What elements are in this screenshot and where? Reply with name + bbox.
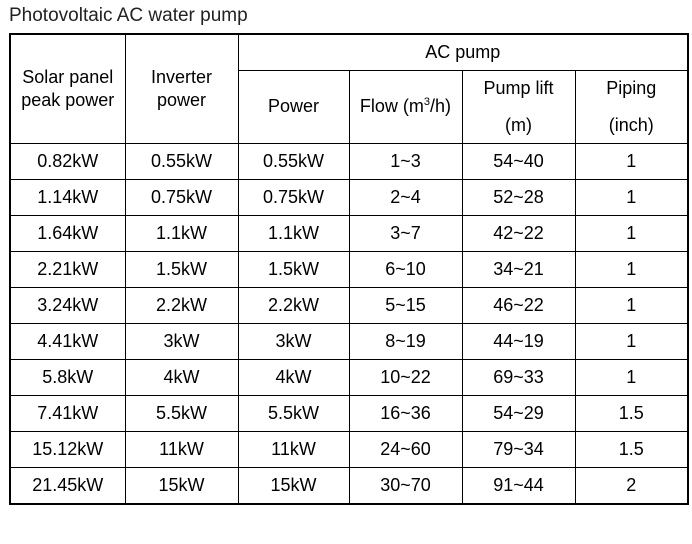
cell-pump-power: 1.5kW (237, 250, 350, 288)
header-pump-lift: Pump lift (m) (461, 69, 576, 144)
cell-inverter-power: 1.5kW (124, 250, 239, 288)
table-row: 15.12kW 11kW 11kW 24~60 79~34 1.5 (9, 430, 689, 468)
cell-pump-power: 0.55kW (237, 142, 350, 180)
cell-flow: 2~4 (348, 178, 463, 216)
header-solar-line2: peak power (21, 89, 115, 110)
header-flow-suffix: /h) (430, 96, 452, 117)
cell-solar-peak-power: 21.45kW (9, 466, 126, 504)
table-row: 2.21kW 1.5kW 1.5kW 6~10 34~21 1 (9, 250, 689, 288)
cell-flow: 10~22 (348, 358, 463, 396)
cell-flow: 8~19 (348, 322, 463, 360)
cell-solar-peak-power: 1.64kW (9, 214, 126, 252)
header-piping-line2: (inch) (608, 114, 654, 135)
table-row: 1.64kW 1.1kW 1.1kW 3~7 42~22 1 (9, 214, 689, 252)
cell-pump-lift: 34~21 (461, 250, 576, 288)
cell-inverter-power: 5.5kW (124, 394, 239, 432)
table-row: 5.8kW 4kW 4kW 10~22 69~33 1 (9, 358, 689, 396)
header-inverter-line1: Inverter (150, 67, 213, 88)
cell-pump-power: 11kW (237, 430, 350, 468)
cell-pump-lift: 91~44 (461, 466, 576, 504)
cell-inverter-power: 11kW (124, 430, 239, 468)
header-flow: Flow (m3/h) (348, 69, 463, 144)
cell-pump-lift: 46~22 (461, 286, 576, 324)
header-lift-line2: (m) (505, 114, 532, 135)
cell-solar-peak-power: 5.8kW (9, 358, 126, 396)
cell-solar-peak-power: 15.12kW (9, 430, 126, 468)
cell-pump-power: 3kW (237, 322, 350, 360)
header-piping-line1: Piping (606, 78, 657, 98)
pump-spec-table: Solar panel peak power Inverter power AC… (9, 33, 689, 505)
cell-pump-lift: 79~34 (461, 430, 576, 468)
header-solar-panel-peak-power: Solar panel peak power (9, 33, 126, 144)
table-row: 3.24kW 2.2kW 2.2kW 5~15 46~22 1 (9, 286, 689, 324)
cell-pump-power: 0.75kW (237, 178, 350, 216)
cell-solar-peak-power: 1.14kW (9, 178, 126, 216)
cell-pump-lift: 52~28 (461, 178, 576, 216)
cell-flow: 6~10 (348, 250, 463, 288)
cell-piping: 1 (574, 142, 689, 180)
cell-inverter-power: 15kW (124, 466, 239, 504)
cell-piping: 2 (574, 466, 689, 504)
cell-piping: 1 (574, 286, 689, 324)
cell-pump-power: 4kW (237, 358, 350, 396)
cell-solar-peak-power: 0.82kW (9, 142, 126, 180)
cell-piping: 1.5 (574, 430, 689, 468)
cell-solar-peak-power: 7.41kW (9, 394, 126, 432)
cell-pump-lift: 44~19 (461, 322, 576, 360)
cell-pump-power: 2.2kW (237, 286, 350, 324)
cell-flow: 5~15 (348, 286, 463, 324)
cell-pump-power: 1.1kW (237, 214, 350, 252)
cell-piping: 1 (574, 178, 689, 216)
cell-piping: 1.5 (574, 394, 689, 432)
cell-pump-lift: 42~22 (461, 214, 576, 252)
cell-inverter-power: 1.1kW (124, 214, 239, 252)
table-row: 21.45kW 15kW 15kW 30~70 91~44 2 (9, 466, 689, 504)
cell-piping: 1 (574, 250, 689, 288)
cell-inverter-power: 0.75kW (124, 178, 239, 216)
cell-solar-peak-power: 3.24kW (9, 286, 126, 324)
cell-flow: 30~70 (348, 466, 463, 504)
header-piping: Piping (inch) (574, 69, 689, 144)
cell-inverter-power: 2.2kW (124, 286, 239, 324)
header-solar-line1: Solar panel (22, 67, 114, 88)
cell-piping: 1 (574, 358, 689, 396)
cell-piping: 1 (574, 322, 689, 360)
cell-inverter-power: 3kW (124, 322, 239, 360)
header-inverter-power: Inverter power (124, 33, 239, 144)
cell-inverter-power: 0.55kW (124, 142, 239, 180)
cell-flow: 16~36 (348, 394, 463, 432)
cell-pump-power: 5.5kW (237, 394, 350, 432)
header-power: Power (237, 69, 350, 144)
table-body: 0.82kW 0.55kW 0.55kW 1~3 54~40 1 1.14kW 0.75kW 0… (9, 142, 689, 504)
cell-pump-lift: 54~40 (461, 142, 576, 180)
cell-solar-peak-power: 2.21kW (9, 250, 126, 288)
cell-pump-lift: 69~33 (461, 358, 576, 396)
cell-inverter-power: 4kW (124, 358, 239, 396)
table-header: Solar panel peak power Inverter power AC… (9, 33, 689, 144)
header-ac-pump: AC pump (237, 33, 689, 71)
header-lift-line1: Pump lift (483, 78, 554, 98)
header-flow-superscript: 3 (423, 96, 431, 109)
cell-flow: 3~7 (348, 214, 463, 252)
cell-pump-lift: 54~29 (461, 394, 576, 432)
header-inverter-line2: power (156, 89, 207, 110)
header-flow-prefix: Flow (m (359, 96, 424, 117)
table-row: 4.41kW 3kW 3kW 8~19 44~19 1 (9, 322, 689, 360)
cell-flow: 24~60 (348, 430, 463, 468)
cell-piping: 1 (574, 214, 689, 252)
table-row: 1.14kW 0.75kW 0.75kW 2~4 52~28 1 (9, 178, 689, 216)
cell-solar-peak-power: 4.41kW (9, 322, 126, 360)
cell-pump-power: 15kW (237, 466, 350, 504)
document-title: Photovoltaic AC water pump (9, 5, 248, 26)
cell-flow: 1~3 (348, 142, 463, 180)
table-row: 7.41kW 5.5kW 5.5kW 16~36 54~29 1.5 (9, 394, 689, 432)
table-row: 0.82kW 0.55kW 0.55kW 1~3 54~40 1 (9, 142, 689, 180)
